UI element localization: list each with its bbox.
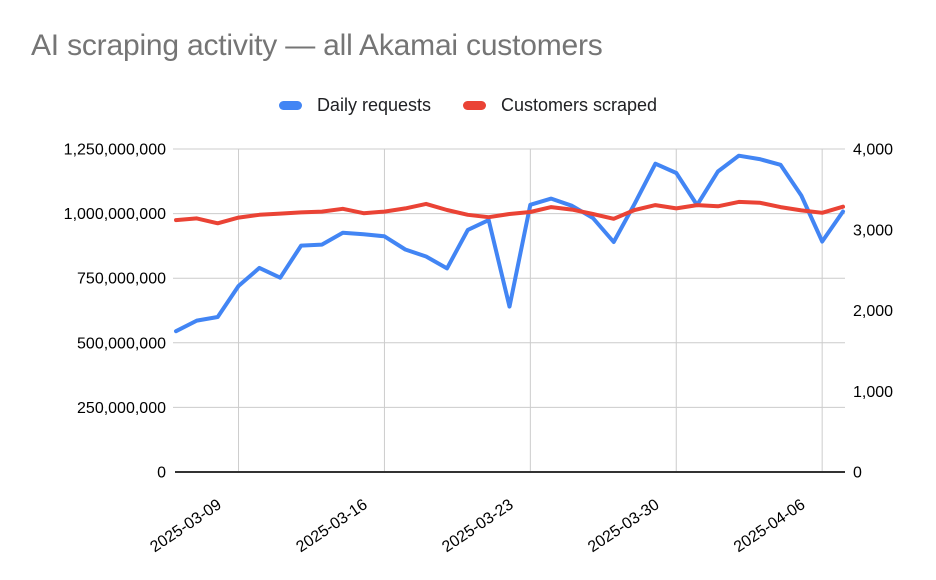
svg-text:0: 0 (853, 465, 862, 482)
svg-text:4,000: 4,000 (853, 142, 893, 159)
legend-label-customers-scraped: Customers scraped (500, 95, 658, 115)
legend: Daily requests Customers scraped (0, 95, 936, 116)
legend-swatch-daily-requests (278, 101, 302, 110)
svg-text:2025-03-30: 2025-03-30 (585, 496, 662, 556)
legend-label-daily-requests: Daily requests (316, 95, 431, 115)
svg-text:2025-03-09: 2025-03-09 (147, 496, 224, 556)
svg-text:2025-04-06: 2025-04-06 (731, 496, 808, 556)
legend-item-daily-requests[interactable]: Daily requests (278, 95, 431, 116)
svg-text:3,000: 3,000 (853, 222, 893, 239)
svg-text:250,000,000: 250,000,000 (77, 400, 166, 417)
svg-text:500,000,000: 500,000,000 (77, 335, 166, 352)
svg-text:2025-03-23: 2025-03-23 (439, 496, 516, 556)
svg-text:0: 0 (157, 465, 166, 482)
svg-text:1,000,000,000: 1,000,000,000 (64, 206, 166, 223)
svg-text:2025-03-16: 2025-03-16 (293, 496, 370, 556)
chart-title: AI scraping activity — all Akamai custom… (31, 29, 603, 62)
svg-text:750,000,000: 750,000,000 (77, 271, 166, 288)
svg-text:1,250,000,000: 1,250,000,000 (64, 142, 166, 159)
svg-text:1,000: 1,000 (853, 384, 893, 401)
legend-swatch-customers-scraped (462, 101, 486, 110)
svg-text:2,000: 2,000 (853, 303, 893, 320)
legend-item-customers-scraped[interactable]: Customers scraped (462, 95, 658, 116)
